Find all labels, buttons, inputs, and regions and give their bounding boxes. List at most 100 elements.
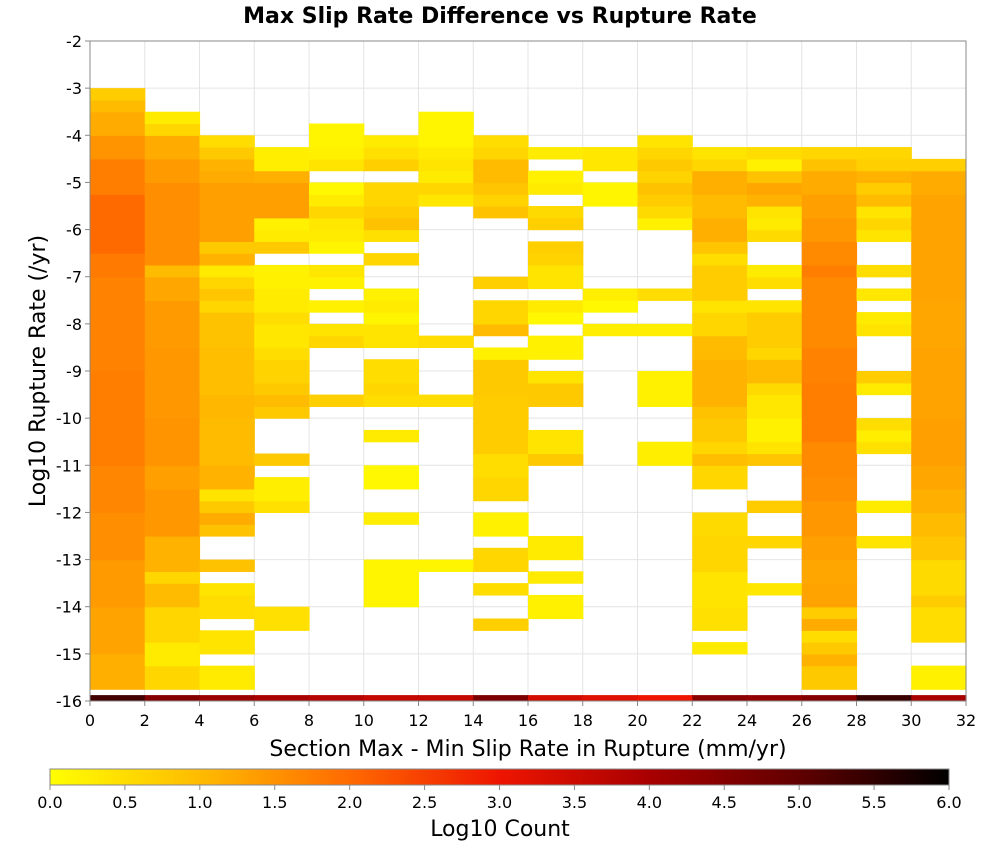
heatmap-cell: [254, 323, 310, 349]
heatmap-cell: [856, 264, 912, 278]
heatmap-cell: [801, 194, 858, 219]
heatmap-cell: [801, 170, 858, 195]
heatmap-cell-bottom: [911, 695, 967, 701]
heatmap-cell: [473, 182, 529, 195]
heatmap-cell: [254, 406, 310, 419]
heatmap-cell: [911, 488, 967, 514]
heatmap-cell: [473, 300, 529, 325]
x-tick-label: 18: [573, 711, 593, 730]
heatmap-cell: [363, 253, 420, 266]
heatmap-cell: [309, 276, 365, 290]
heatmap-cell: [199, 182, 255, 242]
heatmap-cell: [199, 630, 255, 655]
heatmap-cell: [309, 335, 365, 349]
heatmap-cell: [309, 394, 365, 407]
heatmap-cell: [856, 217, 912, 231]
heatmap-cell: [747, 394, 803, 419]
heatmap-cell: [90, 512, 146, 561]
heatmap-cell: [363, 288, 420, 301]
heatmap-cell: [473, 135, 529, 148]
heatmap-cell: [254, 606, 310, 631]
heatmap-cell: [90, 88, 146, 101]
heatmap-cell: [747, 206, 803, 219]
colorbar-tick-label: 5.0: [786, 793, 811, 812]
y-tick-label: -5: [66, 173, 82, 192]
heatmap-cell: [747, 382, 803, 396]
heatmap-cell: [309, 229, 365, 242]
heatmap-cells: [90, 88, 967, 701]
heatmap-cell: [801, 630, 858, 643]
heatmap-cell: [911, 559, 967, 596]
heatmap-cell: [747, 500, 803, 514]
heatmap-cell: [747, 359, 803, 384]
heatmap-cell: [911, 665, 967, 690]
heatmap-cell: [363, 206, 420, 219]
heatmap-cell: [363, 465, 420, 490]
x-axis-label: Section Max - Min Slip Rate in Rupture (…: [269, 737, 786, 762]
heatmap-cell: [363, 512, 420, 525]
heatmap-cell: [144, 536, 201, 572]
heatmap-cell: [418, 111, 474, 148]
heatmap-cell: [747, 347, 803, 360]
heatmap-cell: [528, 571, 584, 584]
colorbar-tick-label: 3.5: [562, 793, 587, 812]
heatmap-cell: [418, 158, 474, 172]
y-tick-label: -15: [56, 645, 82, 664]
heatmap-cell: [801, 441, 858, 478]
x-tick-label: 30: [901, 711, 921, 730]
heatmap-cell: [254, 312, 310, 325]
heatmap-cell: [637, 371, 693, 407]
heatmap-cell: [144, 665, 201, 690]
heatmap-cell: [363, 312, 420, 325]
heatmap-cell: [637, 194, 693, 207]
heatmap-cell: [473, 359, 529, 396]
heatmap-cell: [747, 147, 803, 160]
heatmap-cell: [254, 217, 310, 231]
x-tick-label: 0: [85, 711, 95, 730]
heatmap-cell: [90, 323, 146, 372]
heatmap-cell: [199, 465, 255, 490]
heatmap-cell: [801, 347, 858, 384]
y-tick-label: -14: [56, 598, 82, 617]
heatmap-cell: [692, 406, 748, 419]
heatmap-cell: [747, 453, 803, 466]
heatmap-cell: [801, 642, 858, 655]
heatmap-cell: [418, 194, 474, 207]
heatmap-cell: [692, 571, 748, 608]
heatmap-cell: [199, 583, 255, 596]
heatmap-cell: [144, 264, 201, 278]
colorbar-tick-label: 4.5: [712, 793, 737, 812]
x-tick-label: 16: [518, 711, 538, 730]
y-tick-label: -2: [66, 32, 82, 51]
heatmap-cell: [199, 300, 255, 313]
heatmap-cell: [199, 524, 255, 537]
heatmap-cell: [528, 312, 584, 325]
heatmap-cell: [528, 300, 584, 313]
heatmap-cell: [90, 99, 146, 113]
heatmap-cell: [199, 418, 255, 466]
heatmap-cell: [856, 371, 912, 384]
heatmap-cell: [90, 606, 146, 655]
heatmap-cell: [418, 170, 474, 184]
x-tick-label: 28: [846, 711, 866, 730]
heatmap-cell: [747, 170, 803, 184]
heatmap-cell-bottom: [582, 695, 639, 701]
heatmap-cell: [747, 312, 803, 349]
heatmap-cell: [528, 264, 584, 290]
x-axis-ticks: 0 2 4 6 8 10 12 14 16 18 20 22 24 26 28 30 32: [85, 701, 976, 730]
heatmap-cell: [692, 418, 748, 443]
heatmap-cell: [692, 241, 748, 254]
y-tick-label: -10: [56, 409, 82, 428]
heatmap-cell: [692, 465, 748, 490]
heatmap-cell: [418, 335, 474, 349]
heatmap-cell: [418, 147, 474, 160]
heatmap-cell: [254, 241, 310, 254]
heatmap-cell: [90, 465, 146, 514]
heatmap-cell: [473, 394, 529, 455]
heatmap-cell: [856, 182, 912, 195]
heatmap-cell: [911, 606, 967, 643]
heatmap-cell: [254, 359, 310, 384]
heatmap-cell: [418, 559, 474, 572]
x-tick-label: 22: [682, 711, 702, 730]
heatmap-cell: [637, 135, 693, 148]
